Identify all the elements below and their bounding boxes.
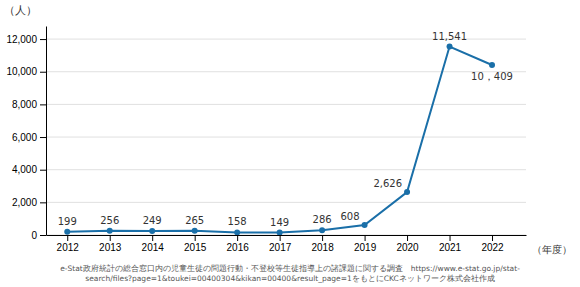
y-tick: 10,000: [6, 66, 46, 77]
x-tick-mark: [492, 235, 493, 241]
data-label: 256: [100, 215, 119, 226]
x-tick-label: 2013: [99, 242, 122, 253]
x-tick-mark: [280, 235, 281, 241]
y-tick-mark: [40, 137, 46, 138]
y-axis-line: [46, 27, 47, 236]
point: [277, 230, 283, 235]
y-tick: 2,000: [12, 197, 46, 208]
x-tick-label: 2012: [57, 242, 80, 253]
y-tick: 0: [31, 230, 46, 241]
x-tick-label: 2014: [142, 242, 165, 253]
chart: 2012 2013 2014 2015 2016 2017 2018 2019 2020 2021…: [0, 0, 580, 287]
y-tick-label: 4,000: [12, 164, 37, 175]
point: [404, 189, 410, 195]
data-label: 149: [270, 217, 289, 228]
x-tick-label: 2019: [354, 242, 377, 253]
x-tick-label: 2018: [311, 242, 334, 253]
point: [107, 228, 113, 234]
x-tick: 2013: [99, 235, 122, 253]
y-tick-mark: [40, 104, 46, 105]
point: [319, 227, 325, 233]
y-axis-title: （人）: [4, 4, 37, 17]
y-tick-mark: [40, 235, 46, 236]
x-tick-mark: [450, 235, 451, 241]
grid-line: [46, 235, 526, 236]
x-axis-line: [47, 235, 527, 236]
x-tick-mark: [237, 235, 238, 241]
grid-line: [46, 71, 526, 72]
y-tick: 8,000: [12, 99, 46, 110]
x-tick-mark: [365, 235, 366, 241]
data-label: 158: [228, 216, 247, 227]
data-label: 2,626: [373, 178, 402, 189]
data-labels: 199 256 249 265 158 149 286 608 2,626 11,541 10，40…: [58, 31, 513, 228]
data-label: 199: [58, 216, 77, 227]
data-label: 10，409: [471, 71, 513, 82]
grid-line: [46, 169, 526, 170]
y-tick: 4,000: [12, 164, 46, 175]
source-line: e-Stat政府統計の総合窓口内の児童生徒の問題行動・不登校等生徒指導上の諸課題…: [60, 264, 520, 273]
data-label: 608: [340, 211, 359, 222]
x-tick-label: 2021: [439, 242, 462, 253]
point: [362, 222, 368, 228]
x-tick: 2014: [142, 235, 165, 253]
y-tick-label: 12,000: [6, 34, 37, 45]
x-tick-mark: [407, 235, 408, 241]
marks: [64, 44, 495, 235]
plot-area: 2012 2013 2014 2015 2016 2017 2018 2019 2020 2021…: [4, 4, 572, 255]
y-tick: 12,000: [6, 34, 46, 45]
x-tick-label: 2016: [227, 242, 250, 253]
y-tick-label: 0: [31, 230, 37, 241]
y-tick-mark: [40, 72, 46, 73]
source-text: e-Stat政府統計の総合窓口内の児童生徒の問題行動・不登校等生徒指導上の諸課題…: [60, 264, 520, 283]
y-tick-label: 8,000: [12, 99, 37, 110]
line: [67, 47, 492, 233]
point: [489, 62, 495, 68]
data-label: 11,541: [432, 31, 467, 42]
y-axis: 0 2,000 4,000 6,000 8,000 10,000 12,000: [6, 27, 46, 241]
point: [149, 228, 155, 234]
y-tick-label: 10,000: [6, 66, 37, 77]
x-tick-mark: [322, 235, 323, 241]
x-tick: 2016: [227, 235, 250, 253]
point: [64, 229, 70, 235]
data-label: 265: [185, 215, 204, 226]
point: [192, 228, 198, 234]
x-tick-label: 2022: [481, 242, 504, 253]
grid-line: [46, 104, 526, 105]
x-tick: 2015: [184, 235, 207, 253]
x-tick-mark: [195, 235, 196, 241]
y-tick-mark: [40, 202, 46, 203]
data-label: 249: [143, 215, 162, 226]
y-tick-label: 6,000: [12, 132, 37, 143]
x-tick: 2022: [481, 235, 504, 253]
grid-line: [46, 137, 526, 138]
x-tick: 2018: [311, 235, 334, 253]
grid-line: [46, 202, 526, 203]
y-tick: 6,000: [12, 132, 46, 143]
x-tick-mark: [67, 235, 68, 241]
x-tick: 2012: [57, 235, 80, 253]
y-tick-label: 2,000: [12, 197, 37, 208]
point: [447, 44, 453, 50]
x-tick: 2021: [439, 235, 462, 253]
source-line: search/files?page=1&toukei=00400304&kika…: [85, 274, 494, 283]
data-label: 286: [313, 214, 332, 225]
x-tick-label: 2020: [396, 242, 419, 253]
y-tick-mark: [40, 170, 46, 171]
x-tick-mark: [110, 235, 111, 241]
x-axis: 2012 2013 2014 2015 2016 2017 2018 2019 2020 2021…: [47, 235, 527, 253]
point: [234, 229, 240, 235]
x-tick-mark: [152, 235, 153, 241]
y-tick-mark: [40, 39, 46, 40]
x-tick: 2017: [269, 235, 292, 253]
grid: [46, 39, 526, 235]
x-tick-label: 2017: [269, 242, 292, 253]
x-tick-label: 2015: [184, 242, 207, 253]
x-axis-title: （年度）: [532, 244, 572, 255]
x-tick: 2020: [396, 235, 419, 253]
x-tick: 2019: [354, 235, 377, 253]
